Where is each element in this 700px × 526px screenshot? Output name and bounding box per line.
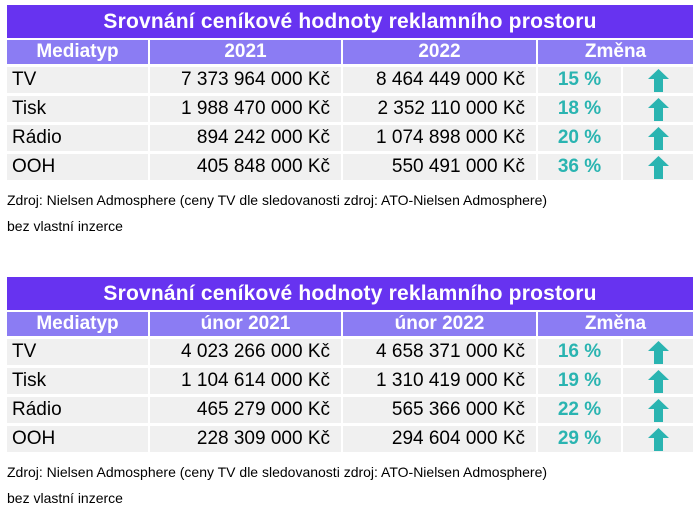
- change-percent: 22 %: [538, 397, 621, 423]
- mediatype-label: TV: [7, 339, 148, 365]
- mediatype-label: Rádio: [7, 125, 148, 151]
- value-2021: 1 988 470 000 Kč: [150, 96, 341, 122]
- value-2021: 894 242 000 Kč: [150, 125, 341, 151]
- value-unor-2022: 1 310 419 000 Kč: [343, 368, 536, 394]
- change-percent: 18 %: [538, 96, 621, 122]
- column-header-mediatyp: Mediatyp: [7, 312, 148, 336]
- mediatype-label: Tisk: [7, 96, 148, 122]
- change-percent: 16 %: [538, 339, 621, 365]
- up-arrow-icon: [623, 368, 693, 394]
- change-percent: 29 %: [538, 426, 621, 452]
- value-unor-2022: 565 366 000 Kč: [343, 397, 536, 423]
- column-header-2022: 2022: [343, 40, 536, 64]
- value-unor-2022: 294 604 000 Kč: [343, 426, 536, 452]
- source-note: Zdroj: Nielsen Admosphere (ceny TV dle s…: [7, 192, 548, 208]
- mediatype-label: OOH: [7, 154, 148, 180]
- table-title: Srovnání ceníkové hodnoty reklamního pro…: [7, 277, 693, 310]
- column-header-mediatyp: Mediatyp: [7, 40, 148, 64]
- up-arrow-icon: [623, 397, 693, 423]
- source-note-exclusion: bez vlastní inzerce: [7, 490, 123, 506]
- table-annual-comparison: Srovnání ceníkové hodnoty reklamního pro…: [7, 5, 693, 236]
- change-percent: 36 %: [538, 154, 621, 180]
- table-title: Srovnání ceníkové hodnoty reklamního pro…: [7, 5, 693, 38]
- value-unor-2021: 4 023 266 000 Kč: [150, 339, 341, 365]
- up-arrow-icon: [623, 154, 693, 180]
- up-arrow-icon: [623, 339, 693, 365]
- data-table: Mediatyp 2021 2022 Změna TV 7 373 964 00…: [7, 40, 693, 180]
- change-percent: 20 %: [538, 125, 621, 151]
- value-2021: 405 848 000 Kč: [150, 154, 341, 180]
- table-february-comparison: Srovnání ceníkové hodnoty reklamního pro…: [7, 277, 693, 508]
- change-percent: 15 %: [538, 67, 621, 93]
- mediatype-label: Rádio: [7, 397, 148, 423]
- value-2022: 8 464 449 000 Kč: [343, 67, 536, 93]
- column-header-2021: 2021: [150, 40, 341, 64]
- source-note: Zdroj: Nielsen Admosphere (ceny TV dle s…: [7, 464, 548, 480]
- up-arrow-icon: [623, 125, 693, 151]
- column-header-unor-2022: únor 2022: [343, 312, 536, 336]
- column-header-unor-2021: únor 2021: [150, 312, 341, 336]
- up-arrow-icon: [623, 96, 693, 122]
- value-unor-2022: 4 658 371 000 Kč: [343, 339, 536, 365]
- value-unor-2021: 228 309 000 Kč: [150, 426, 341, 452]
- value-unor-2021: 465 279 000 Kč: [150, 397, 341, 423]
- column-header-zmena: Změna: [538, 40, 693, 64]
- value-unor-2021: 1 104 614 000 Kč: [150, 368, 341, 394]
- value-2021: 7 373 964 000 Kč: [150, 67, 341, 93]
- up-arrow-icon: [623, 67, 693, 93]
- change-percent: 19 %: [538, 368, 621, 394]
- value-2022: 1 074 898 000 Kč: [343, 125, 536, 151]
- mediatype-label: Tisk: [7, 368, 148, 394]
- mediatype-label: TV: [7, 67, 148, 93]
- source-note-exclusion: bez vlastní inzerce: [7, 218, 123, 234]
- value-2022: 550 491 000 Kč: [343, 154, 536, 180]
- up-arrow-icon: [623, 426, 693, 452]
- mediatype-label: OOH: [7, 426, 148, 452]
- data-table: Mediatyp únor 2021 únor 2022 Změna TV 4 …: [7, 312, 693, 452]
- column-header-zmena: Změna: [538, 312, 693, 336]
- value-2022: 2 352 110 000 Kč: [343, 96, 536, 122]
